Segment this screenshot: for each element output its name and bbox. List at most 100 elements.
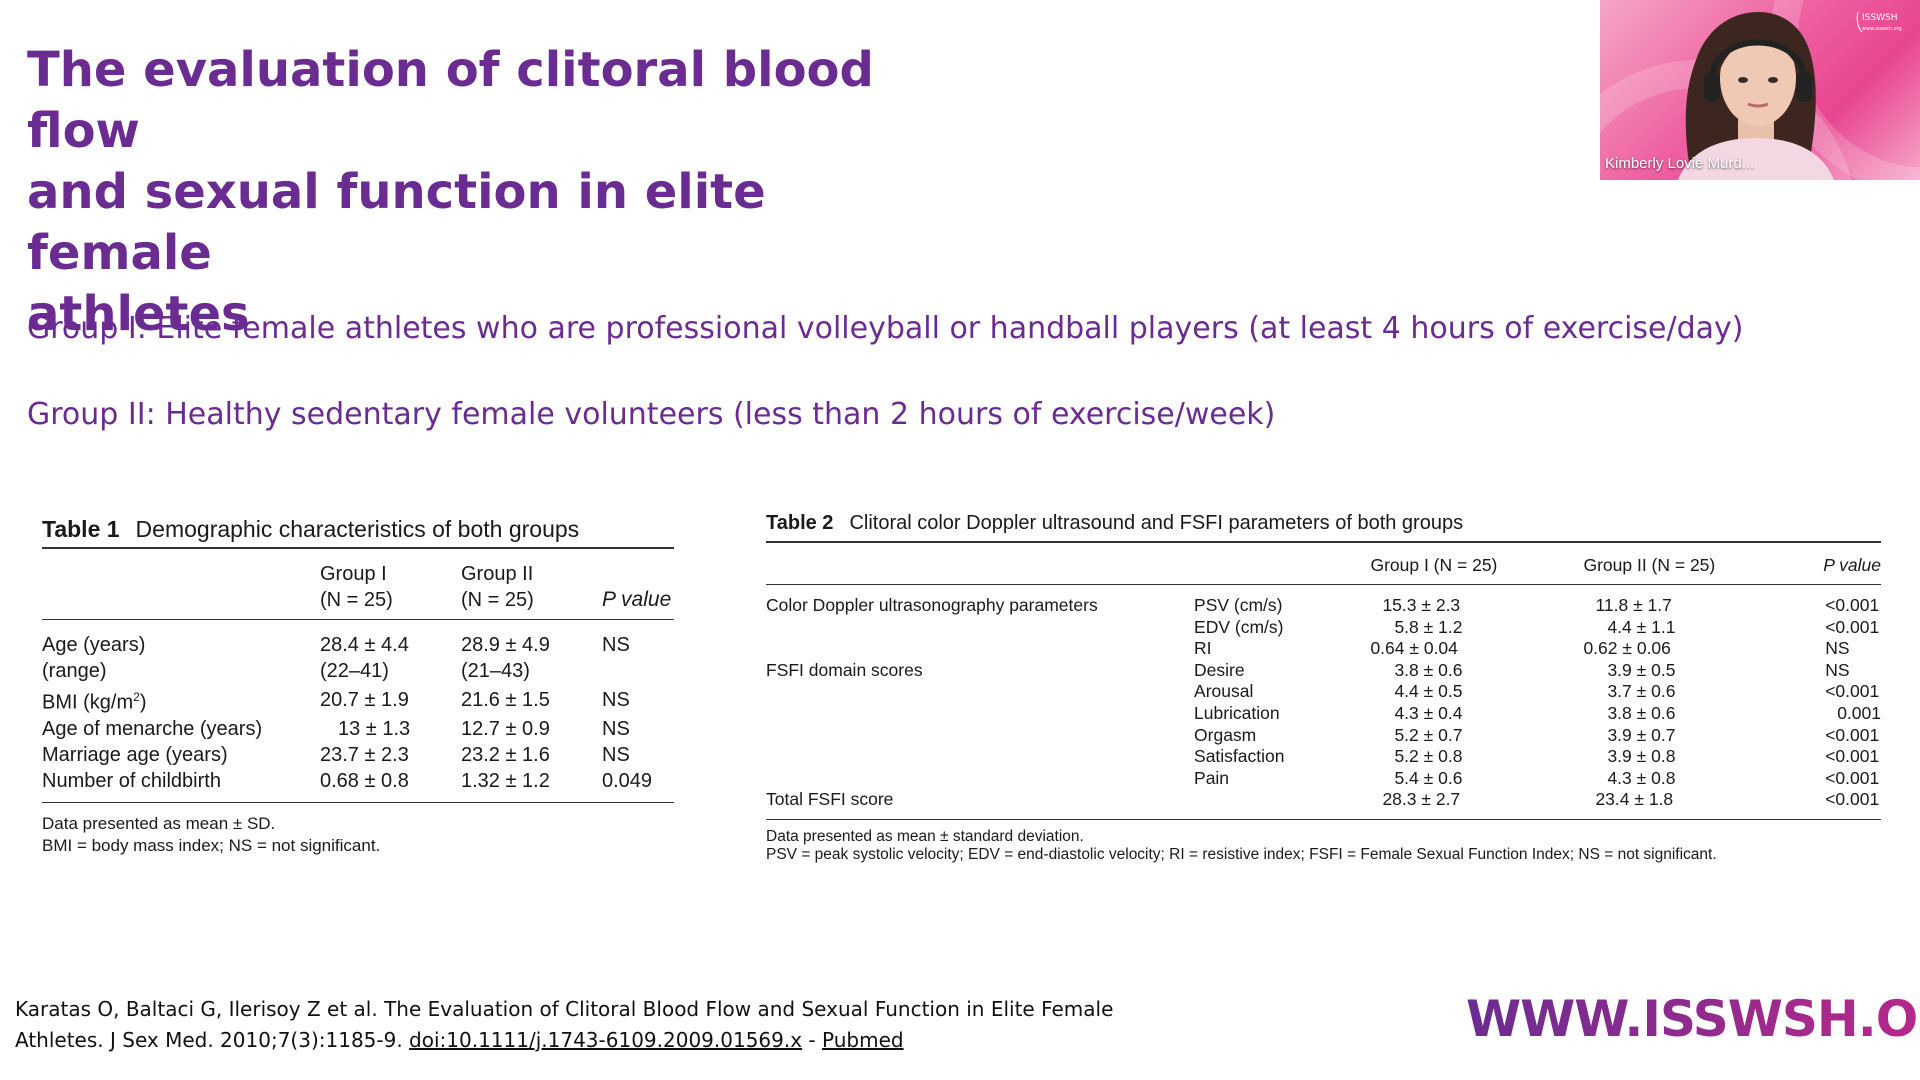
cell-group-2: 4.4 ± 1.1 — [1607, 616, 1676, 637]
row-parameter: EDV (cm/s) — [1194, 616, 1284, 637]
table-2-grid: Group I (N = 25) Group II (N = 25) P val… — [766, 543, 1881, 820]
citation-line: Athletes. J Sex Med. 2010;7(3):1185-9. d… — [15, 1025, 1155, 1056]
table-row: Number of childbirth 0.68 ± 0.8 1.32 ± 1… — [42, 768, 674, 803]
footnote: PSV = peak systolic velocity; EDV = end-… — [766, 845, 1717, 863]
table-row: Marriage age (years) 23.7 ± 2.3 23.2 ± 1… — [42, 742, 674, 768]
row-section — [766, 768, 1194, 790]
row-parameter: Desire — [1194, 659, 1245, 680]
table-header-p-value: P value — [602, 549, 674, 620]
cell-group-1: 5.8 ± 1.2 — [1394, 616, 1463, 637]
cell-group-1: 5.2 ± 0.8 — [1394, 746, 1463, 767]
table-1-footnotes: Data presented as mean ± SD. BMI = body … — [42, 813, 674, 857]
group-one-description: Group I: Elite female athletes who are p… — [27, 311, 1744, 346]
table-1-number: Table 1 — [42, 516, 120, 542]
table-row: RI 0.64 ± 0.04 0.62 ± 0.06 NS — [766, 638, 1881, 660]
table-row: Age of menarche (years) 13 ± 1.3 12.7 ± … — [42, 716, 674, 742]
table-row: (range) (22–41) (21–43) — [42, 658, 674, 684]
row-section — [766, 617, 1194, 639]
table-row: BMI (kg/m2) 20.7 ± 1.9 21.6 ± 1.5 NS — [42, 684, 674, 716]
row-label: Age (years) — [42, 634, 146, 656]
table-1-caption: Table 1 Demographic characteristics of bo… — [42, 516, 674, 549]
table-2-footnotes: Data presented as mean ± standard deviat… — [766, 828, 1881, 864]
header-text: Group II — [461, 563, 534, 585]
row-section — [766, 681, 1194, 703]
table-1-demographics: Table 1 Demographic characteristics of bo… — [42, 516, 674, 857]
cell-p-value: 0.049 — [602, 769, 653, 792]
row-label: Number of childbirth — [42, 769, 221, 792]
cell-group-1: 28.4 ± 4.4 — [320, 634, 409, 656]
cell-group-2: 3.8 ± 0.6 — [1607, 702, 1676, 723]
reference-citation: Karatas O, Baltaci G, Ilerisoy Z et al. … — [15, 994, 1155, 1056]
row-parameter: Arousal — [1194, 681, 1254, 702]
row-parameter: Orgasm — [1194, 724, 1257, 745]
cell-p-value: NS — [602, 743, 630, 766]
label-text: BMI (kg/m — [42, 691, 134, 714]
cell-p-value: NS — [1825, 659, 1850, 680]
row-parameter: Satisfaction — [1194, 746, 1285, 767]
cell-group-1: (22–41) — [320, 660, 389, 682]
row-parameter: PSV (cm/s) — [1194, 595, 1283, 615]
video-participant-tile[interactable]: ISSWSH www.isswsh.org Kimberly Lovie Mur… — [1600, 0, 1920, 180]
row-parameter: RI — [1194, 638, 1212, 659]
row-parameter: Pain — [1194, 767, 1230, 788]
table-row: Satisfaction 5.2 ± 0.8 3.9 ± 0.8 <0.001 — [766, 746, 1881, 768]
header-text: Group I — [320, 563, 387, 585]
table-2-number: Table 2 — [766, 512, 834, 534]
cell-p-value: <0.001 — [1825, 789, 1880, 810]
logo-subtext: www.isswsh.org — [1862, 26, 1902, 32]
cell-p-value: NS — [1825, 638, 1850, 659]
isswsh-website-url: WWW.ISSWSH.ORG — [1466, 990, 1920, 1048]
cell-p-value: <0.001 — [1825, 681, 1880, 702]
row-label: Age of menarche (years) — [42, 717, 263, 740]
cell-p-value: <0.001 — [1825, 767, 1880, 788]
label-text: ) — [139, 691, 147, 714]
doi-link[interactable]: doi:10.1111/j.1743-6109.2009.01569.x — [409, 1028, 803, 1052]
citation-separator: - — [802, 1028, 823, 1052]
row-label: BMI (kg/m2) — [42, 684, 320, 716]
speaker-name-label: Kimberly Lovie Murd... — [1605, 155, 1755, 172]
cell-group-2: 28.9 ± 4.9 — [461, 634, 550, 656]
cell-group-1: 5.4 ± 0.6 — [1394, 767, 1463, 788]
cell-p-value: NS — [602, 634, 630, 656]
table-row: EDV (cm/s) 5.8 ± 1.2 4.4 ± 1.1 <0.001 — [766, 617, 1881, 639]
row-section — [766, 746, 1194, 768]
cell-p-value: 0.001 — [1837, 702, 1881, 723]
title-line: and sexual function in elite female — [27, 164, 766, 281]
table-row: Pain 5.4 ± 0.6 4.3 ± 0.8 <0.001 — [766, 768, 1881, 790]
cell-group-1: 5.2 ± 0.7 — [1394, 724, 1463, 745]
table-header-section — [766, 543, 1194, 585]
row-label: (range) — [42, 660, 107, 682]
table-row: Color Doppler ultrasonography parameters… — [766, 585, 1881, 617]
footnote: Data presented as mean ± standard deviat… — [766, 827, 1084, 845]
table-2-caption: Table 2 Clitoral color Doppler ultrasound… — [766, 512, 1881, 543]
cell-group-2: 3.9 ± 0.5 — [1607, 659, 1676, 680]
cell-p-value: NS — [602, 717, 630, 740]
cell-p-value: <0.001 — [1825, 724, 1880, 745]
table-header-group-2: Group II (N = 25) — [461, 549, 602, 620]
table-header-row: Group I (N = 25) Group II (N = 25) P value — [42, 549, 674, 620]
cell-p-value: <0.001 — [1825, 616, 1880, 637]
table-1-grid: Group I (N = 25) Group II (N = 25) P value… — [42, 549, 674, 803]
title-line: The evaluation of clitoral blood flow — [27, 42, 874, 159]
header-text: (N = 25) — [461, 589, 534, 611]
table-row: FSFI domain scores Desire 3.8 ± 0.6 3.9 ± 0… — [766, 660, 1881, 682]
cell-group-1: 3.8 ± 0.6 — [1394, 659, 1463, 680]
row-parameter — [1194, 789, 1370, 819]
slide-title: The evaluation of clitoral blood flow an… — [27, 40, 927, 345]
cell-group-1: 4.3 ± 0.4 — [1394, 702, 1463, 723]
cell-group-2: 3.9 ± 0.8 — [1607, 746, 1676, 767]
table-header-p-value: P value — [1803, 543, 1881, 585]
cell-group-1: 28.3 ± 2.7 — [1382, 789, 1461, 810]
table-2-doppler-fsfi: Table 2 Clitoral color Doppler ultrasound… — [766, 512, 1881, 864]
cell-group-2: 0.62 ± 0.06 — [1583, 638, 1671, 659]
table-1-caption-text: Demographic characteristics of both grou… — [135, 516, 580, 542]
cell-group-1: 0.64 ± 0.04 — [1370, 638, 1458, 659]
table-header-row: Group I (N = 25) Group II (N = 25) P val… — [766, 543, 1881, 585]
table-header-group-1: Group I (N = 25) — [1370, 555, 1498, 575]
row-section — [766, 703, 1194, 725]
title-line: athletes — [27, 286, 250, 342]
pubmed-link[interactable]: Pubmed — [822, 1028, 904, 1052]
citation-line: Karatas O, Baltaci G, Ilerisoy Z et al. … — [15, 997, 1114, 1021]
row-section: Total FSFI score — [766, 789, 894, 810]
citation-text: Athletes. J Sex Med. 2010;7(3):1185-9. — [15, 1028, 410, 1052]
